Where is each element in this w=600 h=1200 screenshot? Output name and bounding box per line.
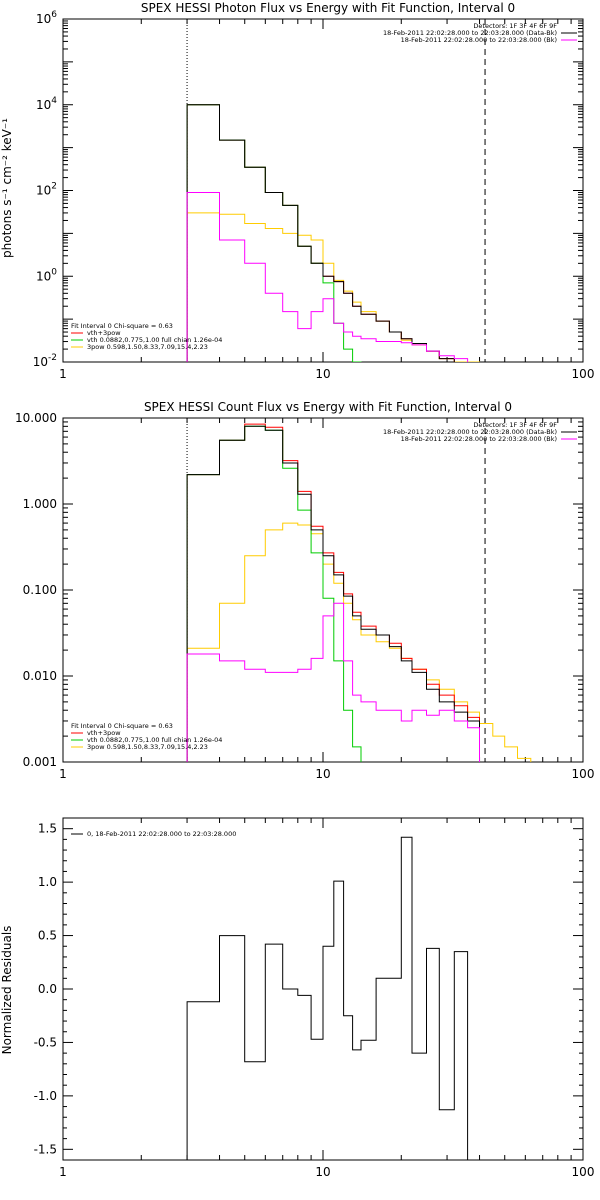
photon-flux-series-line [186, 104, 362, 362]
photon-flux-x-ticks [62, 19, 572, 362]
residuals-x-ticks [62, 818, 572, 1160]
residuals-panel: Normalized Residuals 1 10 100 -1.5 -1.0 -0.5 0… [0, 817, 595, 1179]
count-flux-legend-right-text: 18-Feb-2011 22:02:28.000 to 22:03:28.000… [401, 435, 557, 443]
count-flux-series-line [186, 423, 480, 762]
residuals-y-tick-label: -1.0 [34, 1089, 57, 1103]
photon-flux-x-tick-label: 10 [315, 367, 330, 381]
photon-flux-ylabel: photons s⁻¹ cm⁻² keV⁻¹ [0, 118, 14, 258]
photon-flux-legend-left-text: Fit Interval 0 Chi-square = 0.63 [71, 322, 173, 330]
count-flux-y-tick-label: 0.100 [23, 583, 57, 597]
count-flux-x-ticks [62, 418, 572, 762]
residuals-series-line [186, 836, 480, 1160]
residuals-x-tick-label: 10 [315, 1165, 330, 1179]
residuals-y-tick-label: 1.0 [38, 875, 57, 889]
photon-flux-legend-right-text: Detectors: 1F 3F 4F 6F 9F [473, 22, 557, 30]
photon-flux-x-tick-label: 100 [572, 367, 595, 381]
count-flux-legend-left-text: vth 0.0882,0.775,1.00 full chian 1.26e-0… [87, 736, 222, 744]
count-flux-x-tick-label: 1 [59, 767, 67, 781]
count-flux-legend-right-text: Detectors: 1F 3F 4F 6F 9F [473, 421, 557, 429]
residuals-y-tick-label: -0.5 [34, 1035, 57, 1049]
photon-flux-series [186, 104, 480, 362]
count-flux-y-ticks [63, 421, 583, 763]
residuals-y-tick-label: -1.5 [34, 1142, 57, 1156]
residuals-y-tick-label: 0.5 [38, 929, 57, 943]
residuals-y-tick-label: 1.5 [38, 822, 57, 836]
count-flux-panel: SPEX HESSI Count Flux vs Energy with Fit… [15, 400, 594, 781]
count-flux-legend-right-text: 18-Feb-2011 22:02:28.000 to 22:03:28.000… [383, 428, 557, 436]
photon-flux-series-line [186, 192, 469, 362]
count-flux-x-tick-label: 10 [315, 767, 330, 781]
photon-flux-y-tick-label: 10-2 [33, 353, 57, 369]
photon-flux-y-ticks [63, 20, 583, 363]
photon-flux-x-tick-label: 1 [59, 367, 67, 381]
count-flux-x-tick-label: 100 [572, 767, 595, 781]
residuals-x-tick-label: 100 [572, 1165, 595, 1179]
count-flux-series-line [186, 425, 480, 762]
count-flux-y-tick-label: 10.000 [15, 411, 57, 425]
count-flux-series-line [186, 602, 480, 762]
count-flux-y-tick-label: 1.000 [23, 497, 57, 511]
photon-flux-panel: SPEX HESSI Photon Flux vs Energy with Fi… [0, 1, 594, 381]
photon-flux-y-tick-label: 102 [36, 182, 57, 198]
residuals-legend-left-text: 0, 18-Feb-2011 22:02:28.000 to 22:03:28.… [87, 830, 236, 838]
residuals-series [186, 836, 480, 1160]
photon-flux-legend-left-text: vth 0.0882,0.775,1.00 full chian 1.26e-0… [87, 336, 222, 344]
photon-flux-y-tick-label: 106 [36, 10, 57, 26]
photon-flux-y-tick-label: 100 [36, 267, 57, 283]
residuals-ylabel: Normalized Residuals [0, 926, 14, 1055]
count-flux-series [186, 423, 532, 762]
photon-flux-legend-left-text: 3pow 0.598,1.50,8.33,7.09,15.4,2.23 [87, 343, 208, 351]
count-flux-series-line [186, 425, 362, 762]
photon-flux-title: SPEX HESSI Photon Flux vs Energy with Fi… [141, 1, 515, 15]
count-flux-title: SPEX HESSI Count Flux vs Energy with Fit… [144, 400, 512, 414]
photon-flux-legend-right-text: 18-Feb-2011 22:02:28.000 to 22:03:28.000… [401, 36, 557, 44]
count-flux-legend-left-text: 3pow 0.598,1.50,8.33,7.09,15.4,2.23 [87, 743, 208, 751]
count-flux-y-tick-label: 0.001 [23, 755, 57, 769]
photon-flux-legend-left-text: vth+3pow [87, 329, 121, 337]
photon-flux-series-line [186, 104, 455, 362]
count-flux-legend-left-text: Fit Interval 0 Chi-square = 0.63 [71, 722, 173, 730]
photon-flux-y-tick-label: 104 [36, 96, 57, 112]
count-flux-legend-left-text: vth+3pow [87, 729, 121, 737]
residuals-x-tick-label: 1 [59, 1165, 67, 1179]
residuals-y-tick-label: 0.0 [38, 982, 57, 996]
count-flux-y-tick-label: 0.010 [23, 669, 57, 683]
photon-flux-legend-right-text: 18-Feb-2011 22:02:28.000 to 22:03:28.000… [383, 29, 557, 37]
photon-flux-series-line [186, 104, 455, 362]
residuals-y-ticks [63, 828, 583, 1150]
